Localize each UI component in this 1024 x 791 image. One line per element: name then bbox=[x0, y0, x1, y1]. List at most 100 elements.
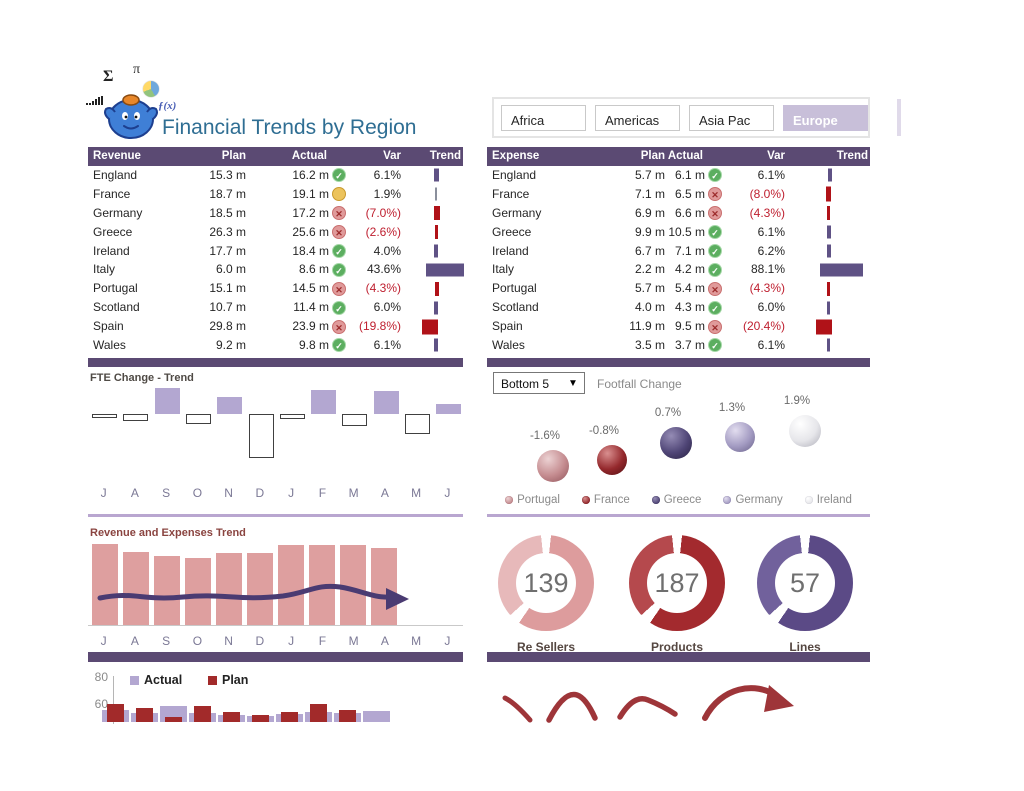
month-label: J bbox=[100, 486, 107, 500]
sparkline-down-icon bbox=[502, 695, 533, 723]
status-check-icon: ✓ bbox=[708, 244, 722, 258]
plan-cell: 5.7 m bbox=[634, 281, 665, 296]
plan-swatch-icon bbox=[208, 675, 217, 685]
month-label: O bbox=[192, 634, 203, 648]
plan-cell: 9.2 m bbox=[215, 338, 246, 353]
bubble-ireland bbox=[789, 415, 821, 447]
divider bbox=[487, 358, 870, 367]
trend-bar bbox=[827, 301, 830, 315]
footfall-legend: Portugal France Greece Germany Ireland bbox=[487, 494, 870, 506]
plan-bar bbox=[252, 715, 269, 722]
pink-bar bbox=[247, 553, 273, 625]
actual-cell: 5.4 m ✕ bbox=[665, 279, 722, 298]
sparkline-peak-icon bbox=[546, 691, 598, 723]
plan-cell: 4.0 m bbox=[634, 300, 665, 315]
plan-bar bbox=[107, 704, 124, 722]
table-row: Ireland 6.7 m 7.1 m ✓ 6.2% bbox=[487, 242, 870, 261]
trend-cell bbox=[785, 317, 870, 336]
sparklines bbox=[487, 665, 870, 745]
actual-value: 9.5 m bbox=[674, 319, 705, 334]
country-cell: Portugal bbox=[492, 281, 537, 296]
country-cell: France bbox=[93, 186, 131, 201]
plan-bar bbox=[310, 704, 327, 722]
status-cross-icon: ✕ bbox=[708, 206, 722, 221]
tab-asia-pac[interactable]: Asia Pac bbox=[689, 105, 774, 131]
status-cross-icon: ✕ bbox=[332, 281, 346, 296]
var-cell: (4.3%) bbox=[749, 205, 785, 220]
bubble-value-label: 1.3% bbox=[718, 402, 746, 414]
actual-value: 8.6 m bbox=[298, 262, 329, 277]
fte-chart-title: FTE Change - Trend bbox=[90, 372, 194, 384]
col-header-actual: Actual bbox=[667, 150, 703, 162]
plan-cell: 5.7 m bbox=[634, 168, 665, 182]
var-cell: 88.1% bbox=[750, 262, 785, 277]
expense-table-header: Expense Plan Actual Var Trend bbox=[487, 147, 870, 166]
status-check-icon: ✓ bbox=[332, 338, 346, 353]
legend-plan: Plan bbox=[208, 673, 248, 687]
bar-chart-icon bbox=[86, 95, 103, 105]
bubble-value-label: 0.7% bbox=[654, 407, 682, 419]
plan-cell: 18.5 m bbox=[209, 205, 246, 220]
actual-bar bbox=[363, 711, 390, 722]
table-row: Portugal 15.1 m 14.5 m ✕ (4.3%) bbox=[88, 279, 463, 298]
col-header-plan: Plan bbox=[221, 150, 246, 162]
trend-bar bbox=[435, 225, 438, 240]
trend-bar bbox=[426, 263, 464, 277]
status-check-icon: ✓ bbox=[708, 300, 722, 315]
var-cell: 6.1% bbox=[757, 168, 785, 182]
plan-cell: 17.7 m bbox=[209, 243, 246, 258]
fte-bar bbox=[342, 414, 368, 426]
legend-actual: Actual bbox=[130, 673, 182, 687]
plan-cell: 15.3 m bbox=[209, 168, 246, 182]
actual-cell: 10.5 m ✓ bbox=[665, 223, 722, 242]
actual-cell: 17.2 m ✕ bbox=[246, 204, 346, 223]
divider bbox=[88, 358, 463, 367]
plan-cell: 6.7 m bbox=[634, 243, 665, 258]
plan-cell: 6.0 m bbox=[215, 262, 246, 277]
var-cell: 6.2% bbox=[757, 243, 785, 258]
plan-cell: 6.9 m bbox=[634, 205, 665, 220]
country-cell: Germany bbox=[93, 205, 143, 220]
table-row: Italy 2.2 m 4.2 m ✓ 88.1% bbox=[487, 260, 870, 279]
plan-cell: 18.7 m bbox=[209, 186, 246, 201]
tab-europe[interactable]: Europe bbox=[783, 105, 868, 131]
y-tick: 60 bbox=[94, 697, 108, 711]
country-cell: Spain bbox=[93, 319, 124, 334]
legend-label: Germany bbox=[735, 494, 783, 506]
trend-cell bbox=[785, 260, 870, 279]
revenue-table-header: Revenue Plan Actual Var Trend bbox=[88, 147, 463, 166]
month-label: A bbox=[380, 486, 389, 500]
plan-cell: 7.1 m bbox=[634, 186, 665, 201]
month-label: M bbox=[411, 634, 422, 648]
tab-americas[interactable]: Americas bbox=[595, 105, 680, 131]
trend-bar bbox=[827, 206, 830, 221]
plan-cell: 11.9 m bbox=[629, 319, 665, 334]
month-label: A bbox=[130, 486, 139, 500]
actual-value: 18.4 m bbox=[292, 243, 329, 258]
actual-cell: 3.7 m ✓ bbox=[665, 336, 722, 355]
country-cell: England bbox=[492, 168, 537, 182]
footfall-filter-dropdown[interactable]: Bottom 5 ▼ bbox=[493, 372, 585, 394]
actual-cell: 25.6 m ✕ bbox=[246, 223, 346, 242]
country-cell: Ireland bbox=[93, 243, 130, 258]
month-label: D bbox=[255, 486, 265, 500]
fte-bar bbox=[311, 390, 337, 414]
tab-africa[interactable]: Africa bbox=[501, 105, 586, 131]
logo-block: Σ π ƒ(x) Financial Trends by Region bbox=[86, 60, 416, 150]
trend-cell bbox=[401, 298, 463, 317]
actual-value: 17.2 m bbox=[292, 205, 329, 220]
status-cross-icon: ✕ bbox=[708, 319, 722, 334]
trend-bar bbox=[434, 301, 438, 315]
fte-bar bbox=[123, 414, 149, 421]
legend-item: France bbox=[581, 494, 630, 506]
status-warn-icon bbox=[332, 187, 346, 202]
donut-re-sellers: 139 bbox=[498, 535, 594, 631]
plan-cell: 3.5 m bbox=[634, 338, 665, 353]
legend-dot-icon bbox=[581, 496, 590, 504]
var-cell: 4.0% bbox=[373, 243, 401, 258]
pink-bar bbox=[185, 558, 211, 625]
actual-cell: 11.4 m ✓ bbox=[246, 298, 346, 317]
revexp-chart-title: Revenue and Expenses Trend bbox=[90, 527, 246, 539]
actual-value: 7.1 m bbox=[674, 243, 705, 258]
divider bbox=[487, 514, 870, 517]
